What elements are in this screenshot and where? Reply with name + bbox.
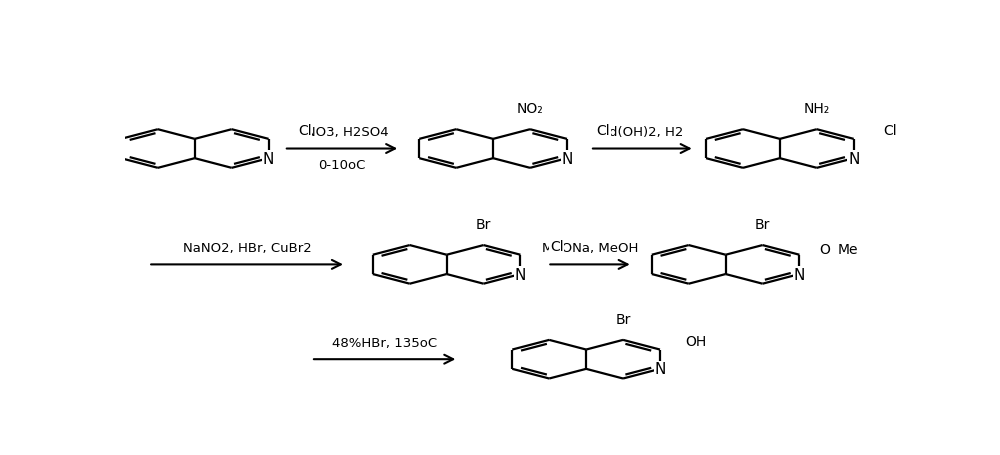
Text: HNO3, H2SO4: HNO3, H2SO4	[296, 126, 388, 139]
Text: Cl: Cl	[883, 124, 897, 138]
Text: N: N	[848, 152, 859, 167]
Text: Cl: Cl	[298, 124, 312, 138]
Text: NH₂: NH₂	[804, 102, 830, 116]
Text: Me: Me	[838, 242, 859, 256]
Text: Cl: Cl	[550, 239, 563, 253]
Text: O: O	[819, 242, 830, 256]
Text: Cl: Cl	[596, 124, 610, 138]
Text: N: N	[654, 362, 666, 377]
Text: NO₂: NO₂	[517, 102, 543, 116]
Text: N: N	[561, 152, 573, 167]
Text: Br: Br	[476, 217, 491, 231]
Text: N: N	[794, 267, 805, 282]
Text: OH: OH	[686, 334, 707, 348]
Text: N: N	[263, 152, 274, 167]
Text: Br: Br	[755, 217, 770, 231]
Text: N: N	[515, 267, 526, 282]
Text: Pd(OH)2, H2: Pd(OH)2, H2	[601, 126, 684, 139]
Text: 0-10oC: 0-10oC	[318, 159, 366, 172]
Text: 48%HBr, 135oC: 48%HBr, 135oC	[332, 336, 437, 349]
Text: NaNO2, HBr, CuBr2: NaNO2, HBr, CuBr2	[183, 241, 311, 254]
Text: Br: Br	[615, 312, 631, 326]
Text: MeONa, MeOH: MeONa, MeOH	[542, 241, 638, 254]
